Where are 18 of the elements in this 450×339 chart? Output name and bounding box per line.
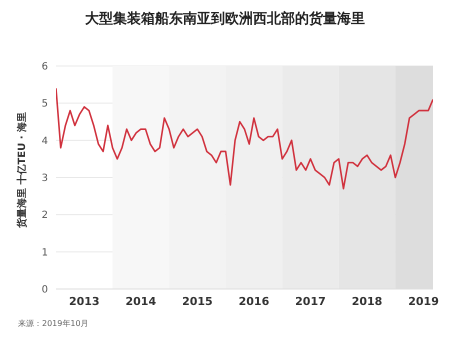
y-tick-label: 2 [42,210,48,222]
x-tick-label: 2016 [238,294,270,308]
y-tick-label: 1 [42,247,48,258]
y-tick-label: 6 [42,62,48,73]
x-tick-label: 2019 [408,294,439,308]
y-tick-label: 3 [42,173,48,184]
chart-title: 大型集装箱船东南亚到欧洲西北部的货量海里 [84,10,366,28]
y-axis-title: 货量海里 十亿TEU · 海里 [16,112,29,228]
x-tick-label: 2013 [68,294,100,308]
source-note: 来源：2019年10月 [18,318,89,329]
x-tick-label: 2018 [352,294,382,308]
line-series [56,88,433,190]
y-tick-label: 0 [42,284,48,296]
x-tick-label: 2015 [182,294,213,308]
x-tick-label: 2017 [295,294,326,308]
y-tick-label: 5 [42,98,48,110]
x-tick-label: 2014 [126,294,156,308]
y-tick-label: 4 [42,136,48,147]
